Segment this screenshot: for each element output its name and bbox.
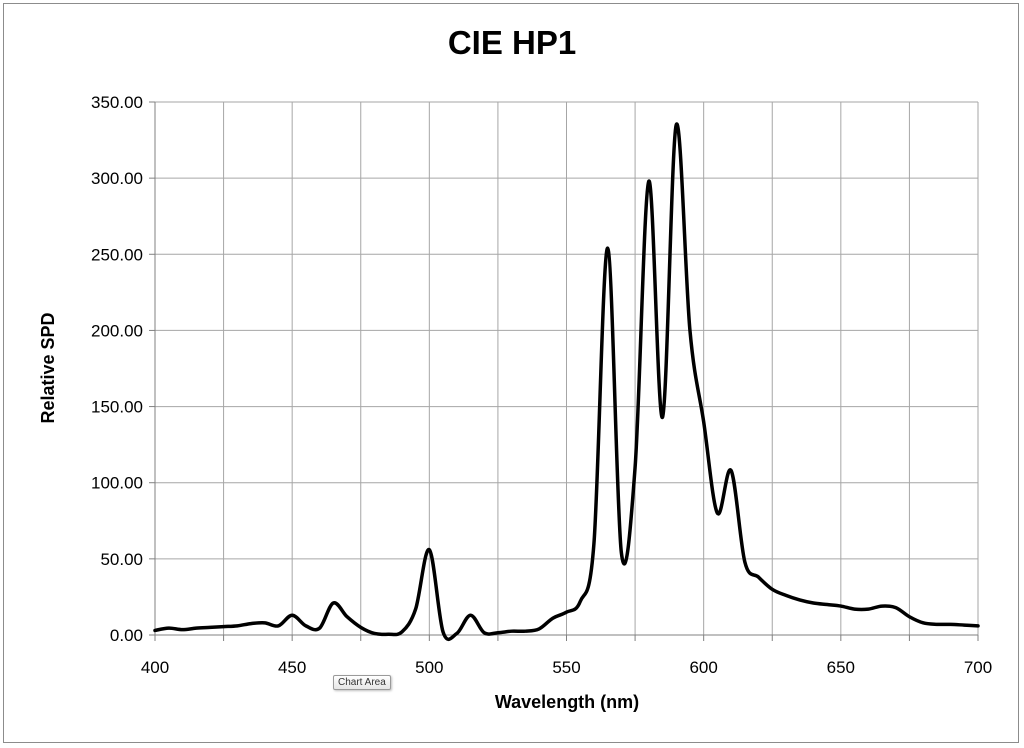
y-tick-label: 100.00	[91, 474, 143, 493]
y-tick-label: 200.00	[91, 321, 143, 340]
spd-series-line	[153, 122, 980, 642]
grid	[154, 101, 979, 636]
y-tick-label: 250.00	[91, 245, 143, 264]
axes	[149, 101, 979, 641]
series-layer	[153, 122, 980, 642]
x-tick-label: 700	[964, 658, 992, 677]
y-tick-label: 50.00	[100, 550, 143, 569]
x-tick-label: 550	[552, 658, 580, 677]
x-tick-label: 650	[827, 658, 855, 677]
y-axis-title: Relative SPD	[38, 312, 58, 423]
chart-area[interactable]	[3, 3, 1019, 743]
x-tick-label: 400	[141, 658, 169, 677]
chart-title: CIE HP1	[447, 24, 577, 61]
x-tick-label: 450	[278, 658, 306, 677]
x-axis-title: Wavelength (nm)	[495, 692, 639, 712]
y-tick-label: 350.00	[91, 93, 143, 112]
y-tick-label: 0.00	[110, 626, 143, 645]
tick-labels: 0.00 50.00 100.00 150.00 200.00 250.00 300.00 3…	[91, 93, 992, 677]
chart-area-tooltip: Chart Area	[333, 675, 391, 690]
x-tick-label: 500	[415, 658, 443, 677]
y-tick-label: 150.00	[91, 398, 143, 417]
x-tick-label: 600	[689, 658, 717, 677]
y-tick-label: 300.00	[91, 169, 143, 188]
